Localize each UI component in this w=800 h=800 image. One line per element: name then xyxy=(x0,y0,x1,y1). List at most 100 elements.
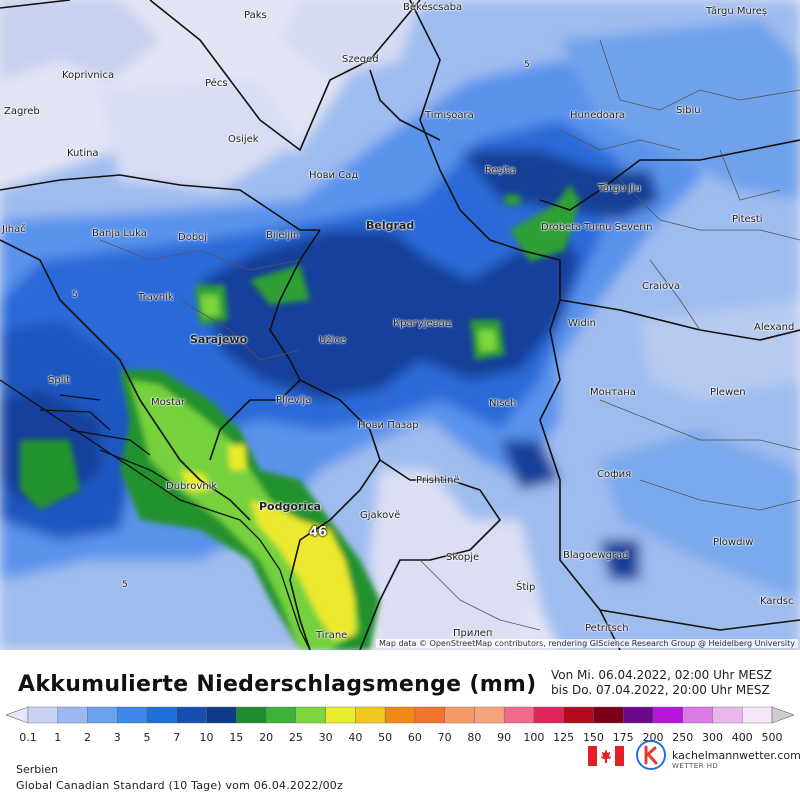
city-label: Prishtinë xyxy=(416,475,460,486)
scale-tick-label: 0.1 xyxy=(19,731,37,744)
city-label: Sibiu xyxy=(676,105,701,116)
contour-label: 5 xyxy=(524,60,530,70)
city-label: Târgu Jiu xyxy=(598,183,641,194)
scale-swatch xyxy=(652,706,683,724)
city-label: Belgrad xyxy=(366,219,415,232)
scale-tick-label: 70 xyxy=(437,731,452,744)
city-label: Plewen xyxy=(710,387,746,398)
city-label: Прилеп xyxy=(453,628,493,639)
scale-swatch xyxy=(27,706,58,724)
scale-swatch xyxy=(563,706,594,724)
scale-tick-label: 30 xyxy=(318,731,333,744)
city-label: Banja Luka xyxy=(92,228,147,239)
scale-tick-label: 60 xyxy=(407,731,422,744)
kachelmann-logo-icon[interactable] xyxy=(636,740,666,770)
city-label: Tirane xyxy=(316,630,348,641)
scale-tick-label: 400 xyxy=(731,731,753,744)
city-label: Koprivnica xyxy=(62,70,115,81)
scale-tick-label: 100 xyxy=(523,731,545,744)
scale-tick-label: 5 xyxy=(143,731,151,744)
scale-tick-label: 40 xyxy=(348,731,363,744)
scale-swatch xyxy=(176,706,207,724)
city-label: Монтана xyxy=(590,387,636,398)
canada-flag-icon xyxy=(588,746,624,766)
city-label: Osijek xyxy=(228,134,259,145)
scale-swatch xyxy=(623,706,654,724)
city-label: Târgu Mureș xyxy=(706,6,768,17)
city-label: Kutina xyxy=(67,148,99,159)
scale-swatch xyxy=(414,706,445,724)
scale-swatch xyxy=(146,706,177,724)
scale-tick-label: 3 xyxy=(113,731,121,744)
scale-tick-label: 1 xyxy=(54,731,62,744)
legend-footer: Akkumulierte Niederschlagsmenge (mm) Von… xyxy=(0,650,800,800)
city-label: Zagreb xyxy=(4,106,40,117)
period-to: bis Do. 07.04.2022, 20:00 Uhr MESZ xyxy=(551,683,770,697)
color-scale-labels: 0.1 1 2 3 5 7 10 15 20 25 30 40 50 60 70 80 90 100 125 150 1… xyxy=(0,731,800,745)
city-label: Mostar xyxy=(151,397,186,408)
city-label: Plowdiw xyxy=(713,537,754,548)
scale-swatch xyxy=(87,706,118,724)
city-label: Split xyxy=(48,375,71,386)
city-label: Dubrovnik xyxy=(166,481,218,492)
color-scale-bar xyxy=(6,706,794,724)
scale-tick-label: 25 xyxy=(288,731,303,744)
scale-swatch xyxy=(355,706,386,724)
scale-tick-label: 125 xyxy=(553,731,575,744)
city-label: Bijeljin xyxy=(266,230,300,241)
brand-subtitle: WETTER HD xyxy=(672,762,719,770)
scale-swatch xyxy=(682,706,713,724)
city-label: Sarajewo xyxy=(190,333,248,346)
precipitation-map[interactable]: Pécs Koprivnica Zagreb Kutina Osijek Szeged Pa… xyxy=(0,0,800,650)
city-label: Pljevlja xyxy=(276,395,312,406)
city-label: Jihač xyxy=(2,224,26,235)
city-label: София xyxy=(597,469,632,480)
scale-swatch xyxy=(117,706,148,724)
city-label: Szeged xyxy=(342,54,379,65)
scale-swatch xyxy=(474,706,505,724)
scale-swatch xyxy=(384,706,416,724)
city-label: Petritsch xyxy=(585,623,629,634)
scale-swatch xyxy=(325,706,356,724)
scale-tick-label: 7 xyxy=(173,731,181,744)
scale-swatch xyxy=(295,706,326,724)
city-label: Craiova xyxy=(642,281,681,292)
regional-borders xyxy=(99,39,800,631)
map-canvas xyxy=(0,0,800,650)
scale-tick-label: 150 xyxy=(582,731,604,744)
city-label: Nisch xyxy=(489,398,517,409)
city-label: Alexand xyxy=(754,322,795,333)
city-label: Užice xyxy=(319,335,346,346)
city-label: Widin xyxy=(568,318,596,329)
scale-tick-label: 20 xyxy=(259,731,274,744)
city-label: Нови Сад xyxy=(309,170,359,181)
scale-swatch xyxy=(236,706,267,724)
scale-tick-label: 10 xyxy=(199,731,214,744)
country-borders xyxy=(0,0,800,650)
map-attribution[interactable]: Map data © OpenStreetMap contributors, r… xyxy=(376,639,798,648)
scale-swatch xyxy=(742,706,773,724)
scale-swatch xyxy=(444,706,475,724)
city-label: Pécs xyxy=(205,78,228,89)
scale-tick-label: 500 xyxy=(761,731,783,744)
scale-swatch xyxy=(712,706,743,724)
coastline xyxy=(0,379,311,650)
city-label: Travnik xyxy=(138,292,174,303)
city-label: Doboj xyxy=(178,232,208,243)
city-label: Крагујевац xyxy=(393,318,452,329)
scale-swatch xyxy=(265,706,297,724)
city-label: Štip xyxy=(516,582,536,593)
city-label: Békéscsaba xyxy=(403,2,463,13)
city-label: Blagoewgrad xyxy=(563,550,629,561)
contour-label: 5 xyxy=(72,290,78,300)
scale-swatch xyxy=(206,706,237,724)
max-precipitation-value: 46 xyxy=(309,525,328,540)
scale-swatch xyxy=(593,706,624,724)
brand-name[interactable]: kachelmannwetter.com xyxy=(672,749,800,762)
scale-tick-label: 250 xyxy=(672,731,694,744)
scale-tick-label: 80 xyxy=(467,731,482,744)
scale-tick-label: 175 xyxy=(612,731,634,744)
city-label: Podgorica xyxy=(259,500,322,513)
period-from: Von Mi. 06.04.2022, 02:00 Uhr MESZ xyxy=(551,668,772,682)
city-label: Нови Пазар xyxy=(358,420,419,431)
